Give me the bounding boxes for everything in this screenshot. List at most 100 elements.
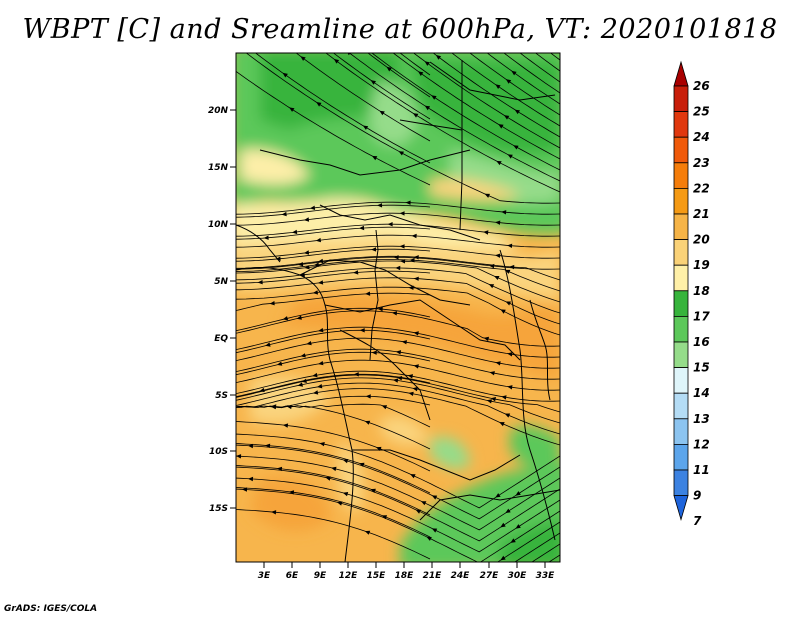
- streamline-arrowhead: [318, 361, 324, 366]
- streamline-arrowhead: [297, 382, 303, 387]
- colorbar-segment: [673, 315, 689, 343]
- streamline-arrowhead: [483, 230, 489, 235]
- streamline-arrowhead: [371, 155, 378, 161]
- streamline-arrowhead: [504, 413, 511, 418]
- streamline: [236, 444, 560, 520]
- streamline-arrowhead: [282, 72, 288, 78]
- streamline-arrowhead: [300, 56, 306, 61]
- streamline: [236, 433, 560, 509]
- streamline-arrowhead: [408, 391, 414, 396]
- streamline-arrowhead: [342, 492, 349, 497]
- lon-tick-label: 24E: [451, 571, 471, 581]
- streamline-arrowhead: [413, 364, 419, 369]
- lon-tick-label: 12E: [339, 571, 359, 581]
- lat-tick-label: 5S: [215, 391, 228, 401]
- streamline: [236, 373, 431, 398]
- colorbar-label: 11: [693, 463, 710, 477]
- colorbar-segment: [673, 136, 689, 164]
- streamline-arrowhead: [507, 352, 513, 357]
- colorbar-segment: [673, 187, 689, 215]
- streamline-arrowhead: [490, 397, 496, 402]
- streamline: [399, 53, 431, 76]
- streamline: [451, 53, 560, 127]
- streamline-arrowhead: [424, 105, 431, 111]
- streamline-arrowhead: [353, 270, 359, 275]
- streamline-arrowhead: [418, 71, 424, 76]
- streamline-arrowhead: [411, 233, 417, 239]
- streamline-arrowhead: [501, 210, 507, 215]
- streamline: [236, 70, 431, 186]
- colorbar-top-arrow: [673, 60, 689, 87]
- streamline-arrowhead: [412, 113, 419, 118]
- streamline: [371, 53, 560, 171]
- streamline-arrowhead: [387, 222, 393, 227]
- streamline-arrowhead: [289, 107, 295, 112]
- streamline-arrowhead: [316, 102, 322, 107]
- streamline-arrowhead: [312, 290, 318, 295]
- streamline-arrowhead: [304, 265, 310, 270]
- streamline: [486, 53, 560, 105]
- colorbar-label: 22: [693, 181, 710, 195]
- streamline-arrowhead: [276, 361, 283, 366]
- colorbar-bottom-arrow: [673, 495, 689, 522]
- streamline-arrowhead: [318, 280, 324, 285]
- streamline-arrowhead: [503, 115, 510, 120]
- streamline-arrowhead: [415, 509, 421, 514]
- streamline: [236, 245, 560, 259]
- streamline: [236, 477, 560, 553]
- streamline-arrowhead: [407, 374, 413, 379]
- streamline: [236, 234, 560, 248]
- streamline: [325, 53, 560, 193]
- streamline-arrowhead: [271, 510, 277, 515]
- streamline-arrowhead: [495, 84, 501, 89]
- streamline-arrowhead: [494, 276, 500, 280]
- streamline-arrowhead: [399, 244, 405, 249]
- streamline-arrowhead: [507, 154, 513, 159]
- streamline-arrowhead: [299, 272, 305, 277]
- colorbar: 26 25 24 23 22 21 20 19 18 17 16 15 14 13 12 11 9 7: [673, 60, 710, 528]
- streamline-arrowhead: [312, 372, 318, 378]
- streamline-arrowhead: [500, 309, 506, 314]
- colorbar-segment: [673, 162, 689, 189]
- streamline-arrowhead: [296, 315, 302, 320]
- streamline: [392, 53, 560, 160]
- streamline-arrowhead: [303, 217, 310, 222]
- colorbar-label: 18: [693, 284, 710, 298]
- lat-tick-label: 10N: [208, 220, 229, 230]
- streamline-arrowhead: [484, 193, 490, 198]
- streamline-arrows: [236, 53, 521, 561]
- streamline-arrowhead: [413, 276, 419, 281]
- streamline-arrowhead: [257, 280, 263, 285]
- streamline-arrowhead: [515, 491, 521, 496]
- streamline: [236, 248, 431, 262]
- streamline-arrowhead: [365, 291, 371, 296]
- streamline: [236, 270, 431, 284]
- streamline-arrowhead: [495, 361, 501, 366]
- streamline-arrowhead: [500, 522, 506, 528]
- streamline-arrowhead: [371, 247, 377, 252]
- streamline-arrowhead: [395, 350, 402, 355]
- streamline-arrowhead: [265, 443, 271, 448]
- lat-tick-label: 10S: [209, 447, 228, 457]
- streamline-arrowhead: [282, 316, 289, 321]
- streamline: [245, 53, 560, 204]
- streamline-arrowhead: [364, 420, 371, 425]
- streamline-arrowhead: [236, 454, 242, 459]
- streamline-arrowhead: [410, 474, 416, 479]
- streamline-arrowhead: [489, 263, 495, 269]
- streamline-arrowhead: [265, 342, 271, 347]
- streamline-arrowhead: [297, 262, 304, 267]
- streamline-arrowhead: [370, 488, 376, 493]
- streamline: [236, 286, 560, 336]
- streamline: [254, 53, 431, 164]
- streamline-arrowhead: [379, 110, 385, 116]
- streamline-arrowhead: [509, 264, 515, 270]
- streamline-arrowhead: [486, 399, 492, 404]
- streamline-arrowhead: [381, 515, 388, 520]
- streamline: [236, 388, 560, 446]
- streamline-arrowhead: [393, 255, 399, 260]
- streamline-arrowhead: [489, 371, 495, 376]
- streamline-arrowhead: [483, 336, 489, 342]
- grads-credit: GrADS: IGES/COLA: [4, 604, 98, 614]
- streamline: [236, 307, 431, 332]
